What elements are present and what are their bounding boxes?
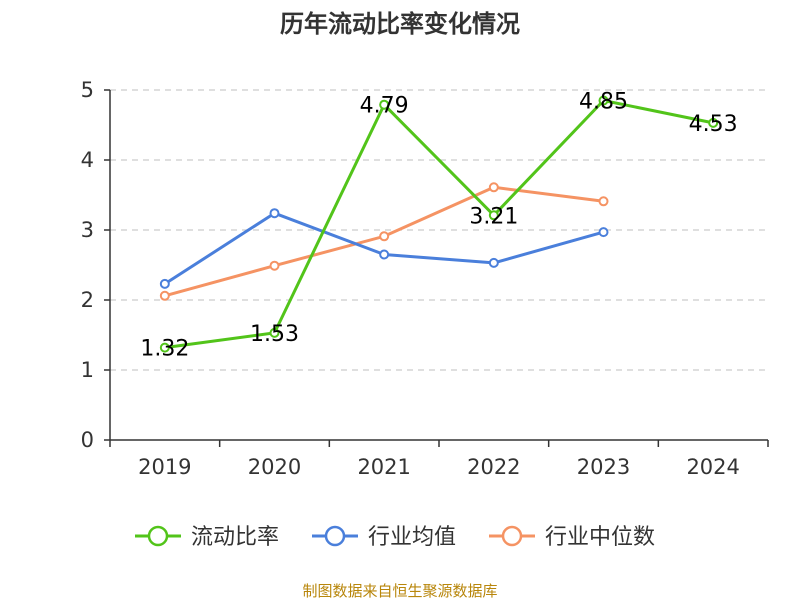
data-point-1-2022 bbox=[488, 210, 499, 221]
data-point-2-2021 bbox=[379, 249, 390, 260]
data-label-2021: 4.79 bbox=[360, 94, 409, 119]
y-tick-label-4: 4 bbox=[81, 148, 94, 172]
data-point-1-2024 bbox=[708, 117, 719, 128]
data-label-2023: 4.85 bbox=[579, 90, 628, 115]
legend[interactable]: 流动比率 行业均值 行业中位数 bbox=[135, 525, 655, 550]
axes: 0 1 2 3 4 5 2019 2020 2021 2022 2023 2024 bbox=[81, 78, 769, 479]
y-tick-label-1: 1 bbox=[81, 358, 94, 382]
data-point-3-2022 bbox=[488, 182, 499, 193]
x-tick-label-2020: 2020 bbox=[248, 455, 301, 479]
footer-source: 制图数据来自恒生聚源数据库 bbox=[302, 582, 497, 600]
chart-title: 历年流动比率变化情况 bbox=[280, 10, 520, 38]
legend-label: 行业均值 bbox=[368, 525, 456, 550]
legend-item-2[interactable]: 行业均值 bbox=[312, 525, 456, 550]
data-label-2019: 1.32 bbox=[140, 337, 189, 362]
legend-marker-icon bbox=[147, 525, 169, 547]
data-point-1-2019 bbox=[159, 342, 170, 353]
data-point-3-2020 bbox=[269, 260, 280, 271]
data-labels: 1.32 1.53 4.79 3.21 4.85 4.53 bbox=[140, 90, 737, 362]
data-point-2-2019 bbox=[159, 278, 170, 289]
data-point-3-2021 bbox=[379, 231, 390, 242]
series-line-1 bbox=[164, 99, 714, 350]
x-tick-label-2024: 2024 bbox=[686, 455, 739, 479]
series-line-2 bbox=[164, 211, 604, 286]
data-label-2024: 4.53 bbox=[689, 112, 738, 137]
legend-item-3[interactable]: 行业中位数 bbox=[489, 525, 655, 550]
data-point-2-2020 bbox=[269, 208, 280, 219]
x-tick-label-2023: 2023 bbox=[577, 455, 630, 479]
legend-item-1[interactable]: 流动比率 bbox=[135, 525, 279, 550]
legend-label: 流动比率 bbox=[191, 525, 279, 550]
grid-lines bbox=[110, 89, 768, 371]
data-point-1-2020 bbox=[269, 327, 280, 338]
x-tick-label-2021: 2021 bbox=[357, 455, 410, 479]
data-label-2020: 1.53 bbox=[250, 322, 299, 347]
data-point-2-2023 bbox=[598, 227, 609, 238]
data-point-2-2022 bbox=[488, 257, 499, 268]
y-tick-label-2: 2 bbox=[81, 288, 94, 312]
legend-marker-icon bbox=[501, 525, 523, 547]
y-tick-label-3: 3 bbox=[81, 218, 94, 242]
data-point-3-2023 bbox=[598, 196, 609, 207]
legend-label: 行业中位数 bbox=[545, 525, 655, 550]
x-tick-label-2022: 2022 bbox=[467, 455, 520, 479]
data-point-1-2021 bbox=[379, 99, 390, 110]
y-tick-label-5: 5 bbox=[81, 78, 94, 102]
y-tick-label-0: 0 bbox=[81, 428, 94, 452]
series-group bbox=[159, 95, 719, 353]
data-point-1-2023 bbox=[598, 95, 609, 106]
data-point-3-2019 bbox=[159, 290, 170, 301]
x-tick-label-2019: 2019 bbox=[138, 455, 191, 479]
legend-marker-icon bbox=[324, 525, 346, 547]
data-label-2022: 3.21 bbox=[469, 204, 518, 229]
